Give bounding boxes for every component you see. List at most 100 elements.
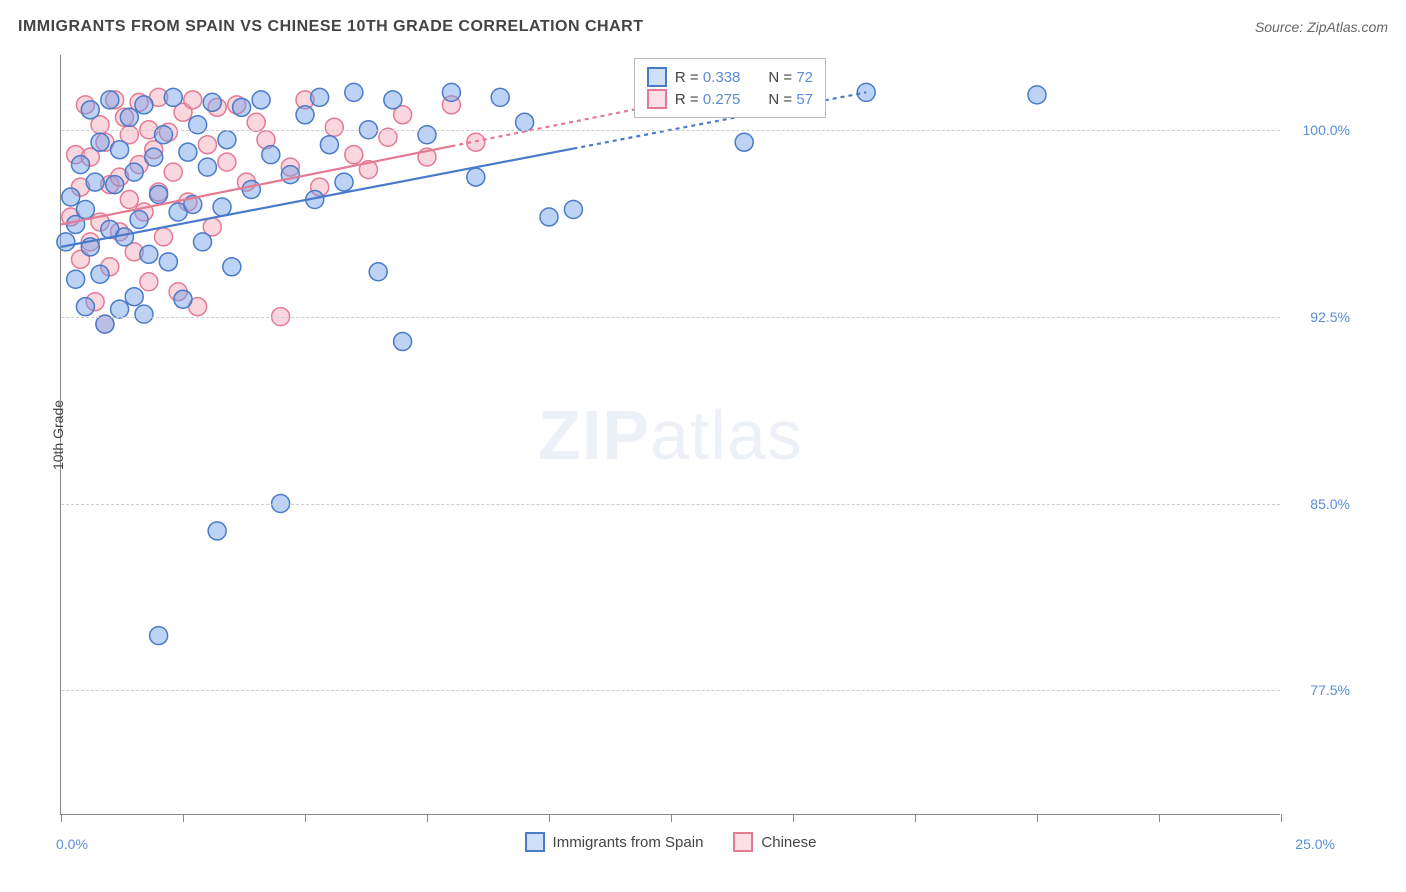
data-point	[164, 88, 182, 106]
plot-area: 10th Grade ZIPatlas 0.0% 25.0% R = 0.338…	[60, 55, 1280, 815]
y-tick-label: 100.0%	[1290, 122, 1350, 138]
data-point	[150, 186, 168, 204]
data-point	[311, 88, 329, 106]
data-point	[335, 173, 353, 191]
x-axis-max-label: 25.0%	[1295, 836, 1335, 852]
series-legend: Immigrants from Spain Chinese	[525, 832, 817, 852]
data-point	[76, 298, 94, 316]
data-point	[242, 181, 260, 199]
data-point	[262, 146, 280, 164]
x-tick	[1281, 814, 1282, 822]
data-point	[154, 228, 172, 246]
data-point	[164, 163, 182, 181]
x-tick	[1037, 814, 1038, 822]
legend-swatch	[647, 89, 667, 109]
data-point	[72, 156, 90, 174]
data-point	[179, 143, 197, 161]
data-point	[491, 88, 509, 106]
data-point	[145, 148, 163, 166]
data-point	[120, 108, 138, 126]
data-point	[369, 263, 387, 281]
data-point	[194, 233, 212, 251]
gridline	[61, 317, 1280, 318]
data-point	[184, 91, 202, 109]
data-point	[281, 166, 299, 184]
data-point	[345, 83, 363, 101]
gridline	[61, 130, 1280, 131]
data-point	[296, 106, 314, 124]
x-tick	[61, 814, 62, 822]
data-point	[252, 91, 270, 109]
data-point	[111, 141, 129, 159]
x-tick	[427, 814, 428, 822]
bottom-legend-item: Immigrants from Spain	[525, 832, 704, 852]
data-point	[198, 136, 216, 154]
data-point	[203, 93, 221, 111]
x-tick	[793, 814, 794, 822]
bottom-legend-item: Chinese	[733, 832, 816, 852]
x-tick	[183, 814, 184, 822]
data-point	[150, 627, 168, 645]
data-point	[379, 128, 397, 146]
data-point	[81, 101, 99, 119]
data-point	[394, 333, 412, 351]
data-point	[208, 522, 226, 540]
data-point	[540, 208, 558, 226]
data-point	[467, 168, 485, 186]
y-tick-label: 92.5%	[1290, 309, 1350, 325]
legend-row: R = 0.338 N = 72	[647, 67, 813, 87]
data-point	[154, 126, 172, 144]
legend-n-label: N = 72	[768, 69, 813, 86]
data-point	[120, 191, 138, 209]
data-point	[1028, 86, 1046, 104]
legend-swatch	[647, 67, 667, 87]
data-point	[125, 288, 143, 306]
data-point	[125, 163, 143, 181]
x-tick	[1159, 814, 1160, 822]
data-point	[325, 118, 343, 136]
data-point	[198, 158, 216, 176]
data-point	[418, 126, 436, 144]
data-point	[111, 300, 129, 318]
data-point	[233, 98, 251, 116]
data-point	[91, 133, 109, 151]
data-point	[247, 113, 265, 131]
data-point	[76, 200, 94, 218]
data-point	[223, 258, 241, 276]
data-point	[218, 131, 236, 149]
bottom-legend-label: Immigrants from Spain	[553, 834, 704, 851]
y-tick-label: 85.0%	[1290, 496, 1350, 512]
data-point	[213, 198, 231, 216]
data-point	[857, 83, 875, 101]
x-tick	[915, 814, 916, 822]
data-point	[140, 273, 158, 291]
data-point	[135, 305, 153, 323]
data-point	[345, 146, 363, 164]
header: IMMIGRANTS FROM SPAIN VS CHINESE 10TH GR…	[18, 18, 1388, 36]
bottom-legend-label: Chinese	[761, 834, 816, 851]
legend-n-label: N = 57	[768, 91, 813, 108]
legend-swatch	[733, 832, 753, 852]
x-tick	[671, 814, 672, 822]
source-attribution: Source: ZipAtlas.com	[1255, 19, 1388, 35]
x-tick	[549, 814, 550, 822]
data-point	[67, 270, 85, 288]
data-point	[564, 200, 582, 218]
data-point	[91, 265, 109, 283]
data-point	[189, 116, 207, 134]
chart-title: IMMIGRANTS FROM SPAIN VS CHINESE 10TH GR…	[18, 18, 643, 36]
x-axis-min-label: 0.0%	[56, 836, 88, 852]
y-tick-label: 77.5%	[1290, 682, 1350, 698]
gridline	[61, 504, 1280, 505]
legend-r-label: R = 0.338	[675, 69, 740, 86]
legend-row: R = 0.275 N = 57	[647, 89, 813, 109]
data-point	[130, 210, 148, 228]
data-point	[57, 233, 75, 251]
stats-legend: R = 0.338 N = 72 R = 0.275 N = 57	[634, 58, 826, 118]
legend-r-label: R = 0.275	[675, 91, 740, 108]
data-point	[135, 96, 153, 114]
data-point	[384, 91, 402, 109]
data-point	[62, 188, 80, 206]
data-point	[218, 153, 236, 171]
data-point	[320, 136, 338, 154]
